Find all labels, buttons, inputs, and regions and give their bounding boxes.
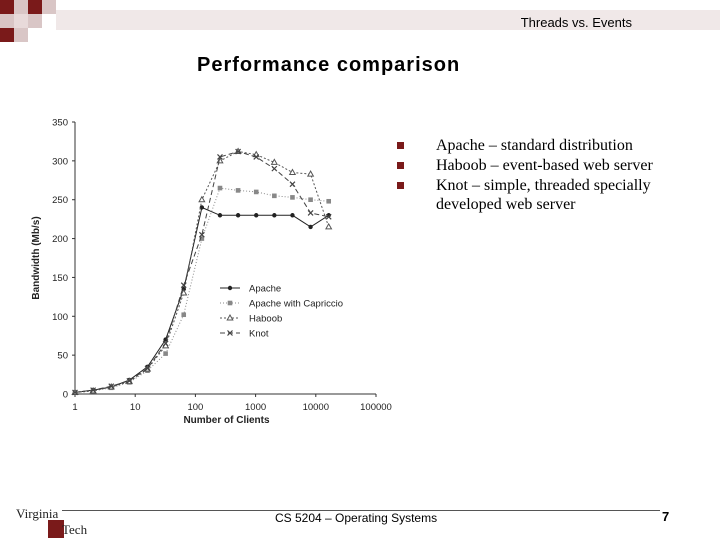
square-bullet-icon (397, 182, 404, 189)
page-number: 7 (662, 509, 670, 524)
y-tick-label: 350 (52, 118, 68, 129)
data-point-series-2 (325, 222, 333, 230)
legend-marker (227, 300, 233, 306)
y-tick-label: 50 (57, 351, 68, 362)
legend-marker (226, 313, 234, 321)
x-tick-label: 100 (187, 402, 203, 413)
data-point-series-3 (198, 231, 205, 238)
y-tick-label: 100 (52, 312, 68, 323)
square-bullet-icon (397, 142, 404, 149)
data-point-series-2 (306, 170, 315, 177)
data-point-series-3 (289, 181, 296, 188)
data-point-series-1 (326, 198, 332, 204)
x-tick-label: 10 (130, 402, 141, 413)
data-point-series-3 (253, 154, 260, 160)
data-point-series-3 (180, 282, 187, 289)
data-point-series-0 (217, 213, 223, 218)
course-title: Threads vs. Events (520, 15, 632, 30)
data-point-series-1 (235, 188, 241, 193)
data-point-series-1 (272, 193, 277, 199)
data-point-series-0 (308, 224, 313, 230)
y-axis-label: Bandwidth (Mb/s) (31, 216, 42, 299)
data-point-series-3 (307, 210, 314, 216)
data-point-series-1 (181, 312, 187, 318)
data-point-series-1 (308, 197, 313, 203)
svg-text:Virginia: Virginia (16, 506, 59, 521)
series-line-2 (74, 150, 330, 393)
data-point-series-1 (199, 236, 205, 241)
x-tick-label: 1 (72, 402, 77, 413)
data-point-series-3 (144, 365, 151, 372)
data-point-series-3 (90, 387, 97, 394)
legend-marker (227, 285, 233, 291)
legend-marker (227, 330, 233, 336)
data-point-series-1 (163, 351, 168, 356)
data-point-series-0 (254, 213, 259, 218)
bullet-item: Haboob – event-based web server (395, 156, 705, 175)
y-tick-label: 150 (52, 273, 68, 284)
square-bullet-icon (397, 162, 404, 169)
data-point-series-3 (235, 148, 242, 155)
data-point-series-3 (126, 377, 133, 384)
legend-label: Apache (249, 284, 281, 295)
legend-label: Knot (249, 329, 269, 340)
legend-label: Apache with Capriccio (249, 299, 343, 310)
data-point-series-1 (290, 195, 295, 200)
bullet-item: Knot – simple, threaded specially develo… (395, 176, 705, 214)
series-line-1 (74, 187, 329, 393)
virginia-tech-logo: Virginia Tech (16, 506, 88, 538)
header-decoration (0, 0, 720, 42)
y-tick-label: 200 (52, 234, 68, 245)
slide-title: Performance comparison (197, 54, 461, 76)
x-tick-label: 10000 (303, 402, 329, 413)
data-point-series-0 (199, 205, 205, 210)
data-point-series-0 (290, 213, 295, 218)
footer-divider (62, 510, 660, 511)
y-tick-label: 0 (63, 390, 68, 401)
legend-label: Haboob (249, 314, 282, 325)
data-point-series-3 (325, 213, 332, 220)
data-point-series-3 (217, 154, 223, 160)
x-tick-label: 100000 (360, 402, 392, 413)
data-point-series-2 (270, 158, 278, 165)
data-point-series-3 (162, 340, 169, 347)
data-point-series-2 (198, 195, 206, 203)
data-point-series-0 (272, 213, 277, 218)
data-point-series-3 (72, 389, 78, 396)
bandwidth-chart: 0 50 100 150 200 250 300 350 1 10 100 1000 10000 1000… (31, 118, 392, 427)
bullet-item: Apache – standard distribution (395, 136, 705, 155)
x-axis-label: Number of Clients (183, 415, 270, 426)
series-line-3 (74, 150, 329, 393)
data-point-series-2 (288, 168, 297, 176)
y-tick-label: 300 (52, 156, 68, 167)
data-point-series-3 (108, 383, 115, 390)
data-point-series-1 (217, 185, 223, 191)
bullet-list: Apache – standard distribution Haboob – … (395, 136, 705, 215)
data-point-series-0 (235, 213, 241, 218)
x-tick-label: 1000 (245, 402, 266, 413)
svg-text:Tech: Tech (62, 522, 88, 537)
data-point-series-1 (253, 189, 259, 195)
data-point-series-3 (271, 165, 278, 172)
footer-course: CS 5204 – Operating Systems (275, 511, 438, 525)
y-tick-label: 250 (52, 195, 68, 206)
data-point-series-2 (180, 288, 188, 296)
